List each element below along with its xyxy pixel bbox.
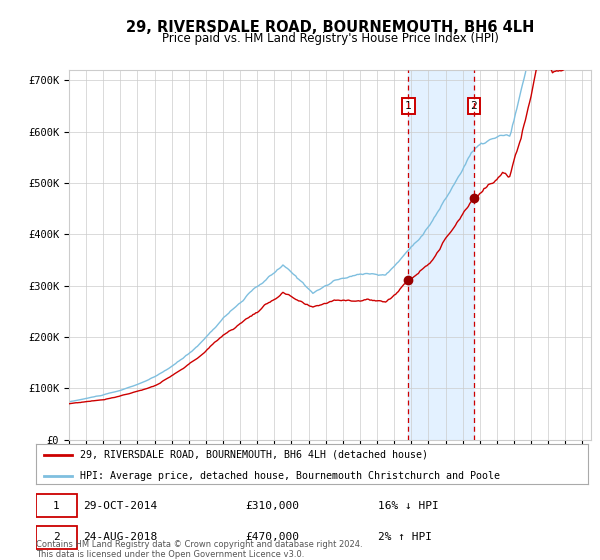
Text: 24-AUG-2018: 24-AUG-2018 (83, 533, 157, 543)
FancyBboxPatch shape (36, 494, 77, 517)
Text: £310,000: £310,000 (246, 501, 300, 511)
Text: HPI: Average price, detached house, Bournemouth Christchurch and Poole: HPI: Average price, detached house, Bour… (80, 470, 500, 480)
Text: 1: 1 (405, 101, 412, 111)
Text: 29-OCT-2014: 29-OCT-2014 (83, 501, 157, 511)
Text: 29, RIVERSDALE ROAD, BOURNEMOUTH, BH6 4LH: 29, RIVERSDALE ROAD, BOURNEMOUTH, BH6 4L… (126, 20, 534, 35)
Text: 2: 2 (470, 101, 477, 111)
Text: £470,000: £470,000 (246, 533, 300, 543)
Text: 1: 1 (53, 501, 60, 511)
Text: 2: 2 (53, 533, 60, 543)
FancyBboxPatch shape (36, 526, 77, 549)
Text: 16% ↓ HPI: 16% ↓ HPI (378, 501, 439, 511)
Bar (409, 70, 474, 440)
Text: 29, RIVERSDALE ROAD, BOURNEMOUTH, BH6 4LH (detached house): 29, RIVERSDALE ROAD, BOURNEMOUTH, BH6 4L… (80, 450, 428, 460)
Text: Price paid vs. HM Land Registry's House Price Index (HPI): Price paid vs. HM Land Registry's House … (161, 32, 499, 45)
Text: Contains HM Land Registry data © Crown copyright and database right 2024.
This d: Contains HM Land Registry data © Crown c… (36, 540, 362, 559)
Text: 2% ↑ HPI: 2% ↑ HPI (378, 533, 432, 543)
